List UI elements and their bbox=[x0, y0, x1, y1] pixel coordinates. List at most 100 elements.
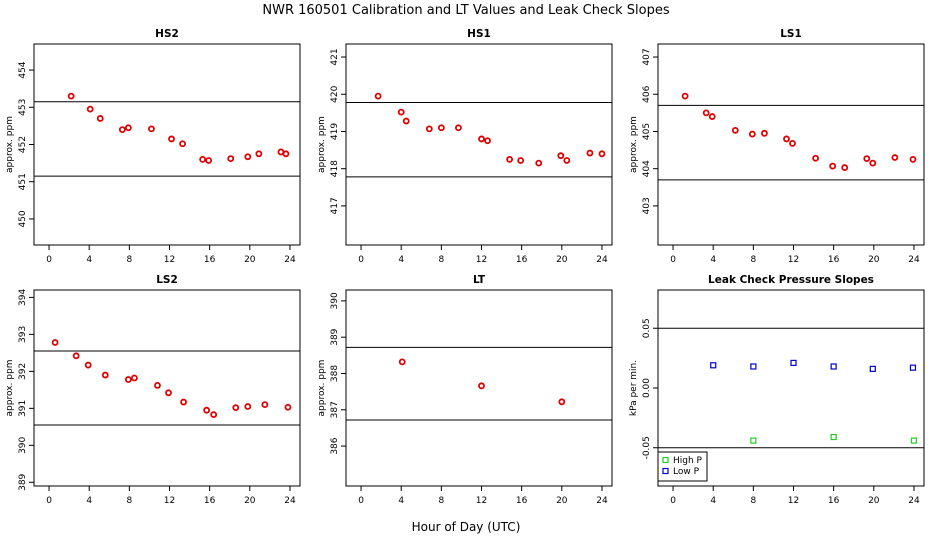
x-tick-label: 16 bbox=[204, 496, 216, 506]
data-point bbox=[402, 117, 410, 125]
x-tick-label: 4 bbox=[710, 255, 716, 265]
x-tick-label: 0 bbox=[46, 496, 52, 506]
data-point bbox=[398, 358, 406, 366]
data-point bbox=[909, 364, 917, 371]
data-point bbox=[227, 155, 235, 163]
plot-frame bbox=[33, 289, 301, 487]
data-point bbox=[909, 155, 917, 163]
data-point bbox=[478, 382, 485, 390]
x-tick-label: 8 bbox=[126, 496, 132, 506]
x-tick-label: 20 bbox=[244, 255, 256, 265]
x-tick-label: 16 bbox=[204, 255, 216, 265]
y-tick-label: 420 bbox=[330, 85, 340, 102]
data-point bbox=[124, 376, 132, 383]
data-point bbox=[179, 140, 186, 148]
y-tick-label: 390 bbox=[330, 292, 340, 309]
data-point bbox=[598, 150, 606, 158]
panel-title: LS2 bbox=[156, 274, 178, 286]
y-axis-label: kPa per min. bbox=[629, 360, 639, 416]
data-point bbox=[130, 374, 138, 382]
data-point bbox=[789, 139, 796, 147]
data-point bbox=[681, 92, 689, 100]
data-point bbox=[731, 126, 739, 134]
data-point bbox=[829, 162, 837, 170]
y-tick-label: 389 bbox=[330, 328, 340, 345]
data-point bbox=[869, 159, 877, 167]
data-point bbox=[244, 153, 252, 161]
x-tick-label: 20 bbox=[244, 496, 256, 506]
y-tick-label: 389 bbox=[18, 473, 28, 490]
data-point bbox=[255, 150, 263, 158]
y-tick-label: 0.00 bbox=[642, 378, 652, 398]
data-point bbox=[517, 157, 525, 164]
data-point bbox=[148, 125, 155, 133]
x-tick-label: 0 bbox=[358, 496, 364, 506]
y-tick-label: 394 bbox=[18, 289, 28, 306]
data-point bbox=[708, 113, 716, 120]
data-point bbox=[86, 105, 94, 113]
data-point bbox=[72, 352, 80, 360]
x-tick-label: 8 bbox=[750, 496, 756, 506]
data-point bbox=[165, 389, 172, 397]
data-point bbox=[586, 149, 594, 157]
x-tick-label: 20 bbox=[556, 496, 568, 506]
legend-marker bbox=[662, 467, 669, 475]
x-tick-label: 0 bbox=[670, 255, 676, 265]
data-point bbox=[51, 339, 59, 346]
data-point bbox=[210, 411, 218, 419]
data-point bbox=[96, 115, 104, 122]
data-point bbox=[558, 398, 566, 406]
data-point bbox=[455, 124, 462, 132]
legend-label: High P bbox=[673, 456, 703, 466]
x-tick-label: 12 bbox=[788, 255, 799, 265]
legend-marker bbox=[662, 456, 669, 464]
data-point bbox=[506, 155, 514, 163]
data-point bbox=[124, 124, 132, 132]
data-point bbox=[67, 92, 75, 100]
data-point bbox=[180, 398, 187, 406]
data-point bbox=[535, 159, 543, 167]
x-tick-label: 4 bbox=[86, 255, 92, 265]
data-point bbox=[790, 359, 797, 367]
y-axis-label: approx. ppm bbox=[317, 360, 327, 417]
y-axis-label: approx. ppm bbox=[5, 116, 15, 173]
data-point bbox=[750, 437, 757, 444]
panel-title: LS1 bbox=[780, 28, 802, 40]
y-tick-label: 450 bbox=[18, 210, 28, 227]
panel-title: Leak Check Pressure Slopes bbox=[708, 274, 874, 286]
y-axis-label: approx. ppm bbox=[317, 116, 327, 173]
data-point bbox=[748, 130, 756, 138]
y-tick-label: 390 bbox=[18, 436, 28, 453]
y-axis-label: approx. ppm bbox=[5, 360, 15, 417]
x-tick-label: 16 bbox=[516, 496, 528, 506]
data-point bbox=[863, 155, 871, 163]
y-tick-label: 406 bbox=[642, 85, 652, 102]
y-tick-label: 404 bbox=[642, 160, 652, 177]
data-point bbox=[205, 157, 213, 164]
x-tick-label: 8 bbox=[126, 255, 132, 265]
x-tick-label: 4 bbox=[710, 496, 716, 506]
y-tick-label: 387 bbox=[330, 401, 340, 418]
data-point bbox=[282, 150, 290, 158]
y-tick-label: 454 bbox=[18, 61, 28, 78]
x-tick-label: 24 bbox=[596, 496, 608, 506]
panel-title: HS2 bbox=[155, 28, 179, 40]
y-tick-label: 392 bbox=[18, 363, 28, 380]
data-point bbox=[891, 154, 899, 161]
y-axis-label: approx. ppm bbox=[629, 116, 639, 173]
data-point bbox=[710, 362, 717, 369]
data-point bbox=[557, 152, 565, 160]
y-tick-label: 393 bbox=[18, 326, 28, 343]
data-point bbox=[244, 403, 252, 410]
x-tick-label: 4 bbox=[398, 255, 404, 265]
data-point bbox=[830, 363, 837, 370]
data-point bbox=[425, 125, 433, 133]
x-tick-label: 20 bbox=[868, 255, 880, 265]
x-tick-label: 16 bbox=[828, 496, 840, 506]
x-tick-label: 12 bbox=[164, 496, 175, 506]
data-point bbox=[203, 406, 211, 414]
plot-frame bbox=[33, 43, 301, 246]
y-tick-label: 419 bbox=[330, 123, 340, 140]
panel-1: HS2 0 4 8 12 16 20 24 450 451 452 453 454 approx. ppm bbox=[5, 28, 301, 265]
